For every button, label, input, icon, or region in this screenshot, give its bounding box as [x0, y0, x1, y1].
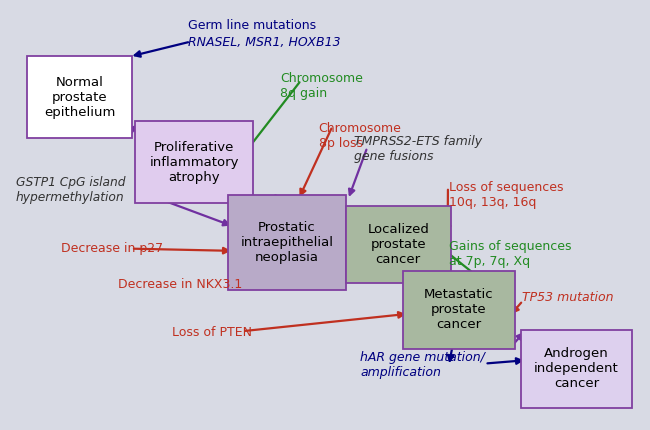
- Text: Normal
prostate
epithelium: Normal prostate epithelium: [44, 76, 116, 119]
- Text: TMPRSS2-ETS family
gene fusions: TMPRSS2-ETS family gene fusions: [354, 135, 482, 163]
- Text: Loss of sequences
10q, 13q, 16q: Loss of sequences 10q, 13q, 16q: [449, 181, 564, 209]
- Text: TP53 mutation: TP53 mutation: [523, 291, 614, 304]
- FancyBboxPatch shape: [135, 121, 254, 203]
- Text: Proliferative
inflammatory
atrophy: Proliferative inflammatory atrophy: [150, 141, 239, 184]
- Text: Prostatic
intraepithelial
neoplasia: Prostatic intraepithelial neoplasia: [240, 221, 333, 264]
- Text: Gains of sequences
at 7p, 7q, Xq: Gains of sequences at 7p, 7q, Xq: [449, 240, 572, 268]
- Text: Chromosome
8q gain: Chromosome 8q gain: [280, 72, 363, 100]
- FancyBboxPatch shape: [346, 206, 451, 283]
- Text: Decrease in p27: Decrease in p27: [60, 242, 162, 255]
- Text: GSTP1 CpG island
hypermethylation: GSTP1 CpG island hypermethylation: [16, 176, 125, 204]
- Text: Chromosome
8p loss: Chromosome 8p loss: [318, 122, 402, 150]
- Text: Loss of PTEN: Loss of PTEN: [172, 326, 252, 340]
- Text: Localized
prostate
cancer: Localized prostate cancer: [367, 223, 429, 266]
- FancyBboxPatch shape: [521, 330, 632, 408]
- Text: Germ line mutations: Germ line mutations: [188, 19, 316, 32]
- FancyBboxPatch shape: [27, 56, 133, 138]
- Text: Metastatic
prostate
cancer: Metastatic prostate cancer: [424, 288, 493, 331]
- Text: RNASEL, MSR1, HOXB13: RNASEL, MSR1, HOXB13: [188, 36, 341, 49]
- Text: Androgen
independent
cancer: Androgen independent cancer: [534, 347, 619, 390]
- Text: Decrease in NKX3.1: Decrease in NKX3.1: [118, 278, 242, 291]
- Text: hAR gene mutation/
amplification: hAR gene mutation/ amplification: [360, 350, 485, 378]
- FancyBboxPatch shape: [403, 271, 515, 349]
- FancyBboxPatch shape: [228, 195, 346, 290]
